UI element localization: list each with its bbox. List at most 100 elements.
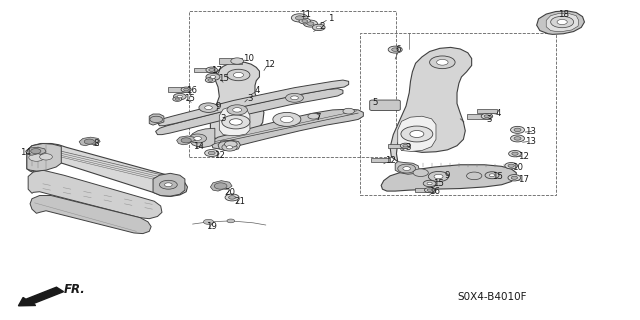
Circle shape bbox=[181, 87, 191, 92]
Circle shape bbox=[210, 76, 216, 78]
Text: 10: 10 bbox=[512, 164, 523, 172]
Text: 2: 2 bbox=[319, 22, 324, 31]
Text: 1: 1 bbox=[328, 14, 333, 23]
Polygon shape bbox=[153, 173, 185, 196]
Circle shape bbox=[481, 113, 493, 119]
Circle shape bbox=[222, 143, 237, 151]
Circle shape bbox=[159, 180, 177, 189]
Circle shape bbox=[484, 115, 490, 118]
Circle shape bbox=[228, 196, 236, 199]
Circle shape bbox=[227, 146, 233, 149]
Text: 16: 16 bbox=[186, 86, 196, 95]
FancyBboxPatch shape bbox=[370, 100, 400, 110]
Circle shape bbox=[397, 164, 415, 173]
Circle shape bbox=[400, 143, 410, 148]
Circle shape bbox=[214, 183, 227, 189]
Text: 9: 9 bbox=[445, 172, 450, 180]
Text: 15: 15 bbox=[218, 74, 228, 83]
Polygon shape bbox=[546, 13, 579, 32]
Circle shape bbox=[296, 16, 304, 20]
Text: 14: 14 bbox=[20, 148, 31, 157]
Circle shape bbox=[427, 182, 432, 185]
Text: 7: 7 bbox=[316, 113, 321, 122]
Text: 12: 12 bbox=[214, 151, 225, 160]
Circle shape bbox=[511, 176, 518, 179]
Circle shape bbox=[231, 58, 244, 64]
Text: 13: 13 bbox=[525, 137, 536, 146]
Circle shape bbox=[514, 128, 521, 132]
Text: 15: 15 bbox=[184, 94, 195, 103]
Circle shape bbox=[427, 189, 432, 191]
Text: 9: 9 bbox=[215, 102, 221, 111]
Polygon shape bbox=[467, 114, 490, 119]
Circle shape bbox=[307, 22, 314, 25]
Bar bbox=[189, 11, 396, 157]
Circle shape bbox=[403, 144, 408, 147]
Polygon shape bbox=[220, 107, 250, 136]
Circle shape bbox=[29, 154, 44, 161]
Circle shape bbox=[467, 172, 482, 180]
Text: 12: 12 bbox=[385, 156, 396, 165]
Circle shape bbox=[308, 113, 319, 119]
Circle shape bbox=[557, 20, 567, 25]
Circle shape bbox=[303, 20, 317, 27]
Circle shape bbox=[84, 139, 95, 144]
Text: 4: 4 bbox=[255, 86, 260, 95]
Polygon shape bbox=[156, 89, 343, 135]
Bar bbox=[360, 33, 556, 195]
Circle shape bbox=[173, 93, 186, 100]
Circle shape bbox=[205, 106, 212, 109]
Text: FR.: FR. bbox=[64, 283, 86, 296]
Circle shape bbox=[234, 72, 244, 77]
Circle shape bbox=[508, 164, 515, 167]
Circle shape bbox=[206, 73, 220, 80]
Circle shape bbox=[388, 46, 402, 53]
Polygon shape bbox=[371, 158, 390, 162]
Circle shape bbox=[403, 167, 410, 171]
Circle shape bbox=[280, 116, 293, 123]
Circle shape bbox=[285, 93, 303, 102]
Circle shape bbox=[428, 172, 449, 181]
Circle shape bbox=[205, 149, 219, 156]
Circle shape bbox=[434, 174, 443, 179]
Text: 12: 12 bbox=[264, 60, 275, 69]
Circle shape bbox=[424, 188, 435, 193]
Text: 18: 18 bbox=[558, 10, 569, 19]
Polygon shape bbox=[220, 59, 243, 64]
Circle shape bbox=[512, 152, 518, 155]
Circle shape bbox=[489, 174, 495, 177]
Circle shape bbox=[423, 180, 436, 187]
Circle shape bbox=[225, 194, 239, 201]
Polygon shape bbox=[27, 143, 61, 171]
Circle shape bbox=[206, 67, 218, 73]
Circle shape bbox=[230, 119, 243, 125]
Polygon shape bbox=[190, 128, 215, 147]
Circle shape bbox=[31, 148, 41, 154]
Text: S0X4-B4010F: S0X4-B4010F bbox=[457, 292, 527, 302]
Circle shape bbox=[208, 151, 215, 155]
Polygon shape bbox=[211, 62, 264, 141]
Polygon shape bbox=[177, 136, 196, 145]
Circle shape bbox=[204, 219, 214, 224]
Circle shape bbox=[227, 69, 250, 81]
Polygon shape bbox=[381, 165, 516, 191]
Circle shape bbox=[436, 60, 448, 65]
Circle shape bbox=[401, 126, 433, 142]
Text: 17: 17 bbox=[518, 174, 529, 184]
Circle shape bbox=[410, 131, 424, 138]
Text: 15: 15 bbox=[492, 172, 502, 181]
Polygon shape bbox=[212, 109, 364, 149]
Text: 14: 14 bbox=[193, 142, 204, 151]
Circle shape bbox=[227, 105, 247, 115]
Text: 11: 11 bbox=[301, 10, 312, 19]
Text: 16: 16 bbox=[429, 187, 440, 196]
Circle shape bbox=[225, 141, 237, 147]
Text: 10: 10 bbox=[243, 54, 254, 63]
Circle shape bbox=[299, 18, 310, 24]
Circle shape bbox=[312, 24, 325, 31]
Circle shape bbox=[208, 79, 213, 81]
Circle shape bbox=[181, 138, 191, 143]
Circle shape bbox=[199, 103, 218, 112]
Circle shape bbox=[184, 88, 189, 91]
Circle shape bbox=[222, 115, 250, 129]
